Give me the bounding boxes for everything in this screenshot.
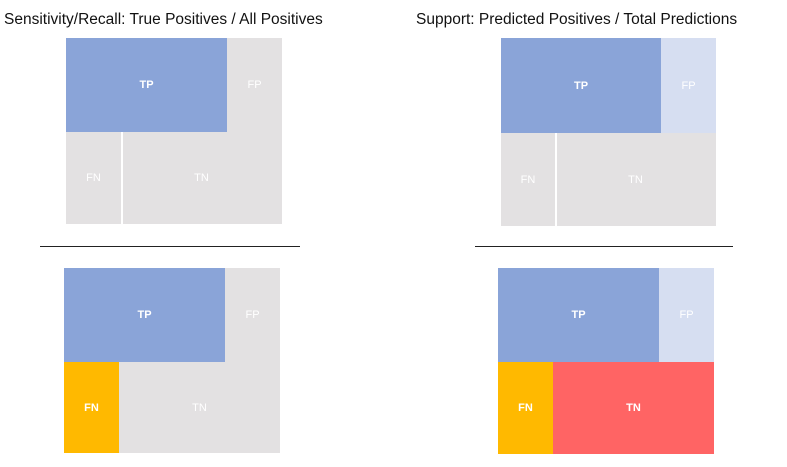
fp-cell: FP: [225, 268, 280, 362]
tp-cell: TP: [64, 268, 225, 362]
fp-label: FP: [681, 79, 696, 92]
tp-label: TP: [139, 79, 154, 91]
fp-label: FP: [247, 79, 262, 91]
tp-cell: TP: [501, 38, 661, 133]
support-numerator-diagram: TP FP FN TN: [501, 38, 716, 226]
tp-cell: TP: [66, 38, 227, 132]
support-denominator-diagram: TP FP FN TN: [498, 268, 714, 454]
fp-cell: FP: [661, 38, 716, 133]
fp-label: FP: [679, 309, 694, 321]
tn-label: TN: [628, 173, 643, 186]
tn-label: TN: [626, 402, 641, 414]
fn-label: FN: [86, 172, 101, 184]
left-title: Sensitivity/Recall: True Positives / All…: [4, 11, 323, 28]
tn-label: TN: [192, 401, 207, 414]
recall-numerator-diagram: TP FP FN TN: [66, 38, 282, 224]
fn-label: FN: [520, 173, 536, 186]
fn-cell-highlighted: FN: [64, 362, 119, 453]
tn-cell: TN: [121, 132, 282, 224]
fp-cell: FP: [227, 38, 282, 132]
recall-denominator-diagram: TP FP FN TN: [64, 268, 280, 453]
fn-cell: FN: [501, 133, 555, 226]
fn-cell-highlighted: FN: [498, 362, 553, 454]
fp-cell: FP: [659, 268, 714, 362]
fraction-line-right: [475, 246, 733, 247]
tp-label: TP: [571, 309, 586, 321]
fp-label: FP: [245, 309, 260, 321]
fraction-line-left: [40, 246, 300, 247]
tp-cell: TP: [498, 268, 659, 362]
tp-label: TP: [137, 309, 152, 321]
tn-cell: TN: [119, 362, 280, 453]
cell-divider: [555, 133, 557, 226]
fn-label: FN: [518, 402, 533, 414]
right-title: Support: Predicted Positives / Total Pre…: [416, 11, 738, 28]
fn-cell: FN: [66, 132, 121, 224]
fn-label: FN: [84, 401, 99, 414]
tn-cell: TN: [555, 133, 716, 226]
tn-cell-highlighted: TN: [553, 362, 714, 454]
tn-label: TN: [194, 172, 209, 184]
tp-label: TP: [573, 79, 589, 92]
cell-divider: [121, 132, 123, 224]
